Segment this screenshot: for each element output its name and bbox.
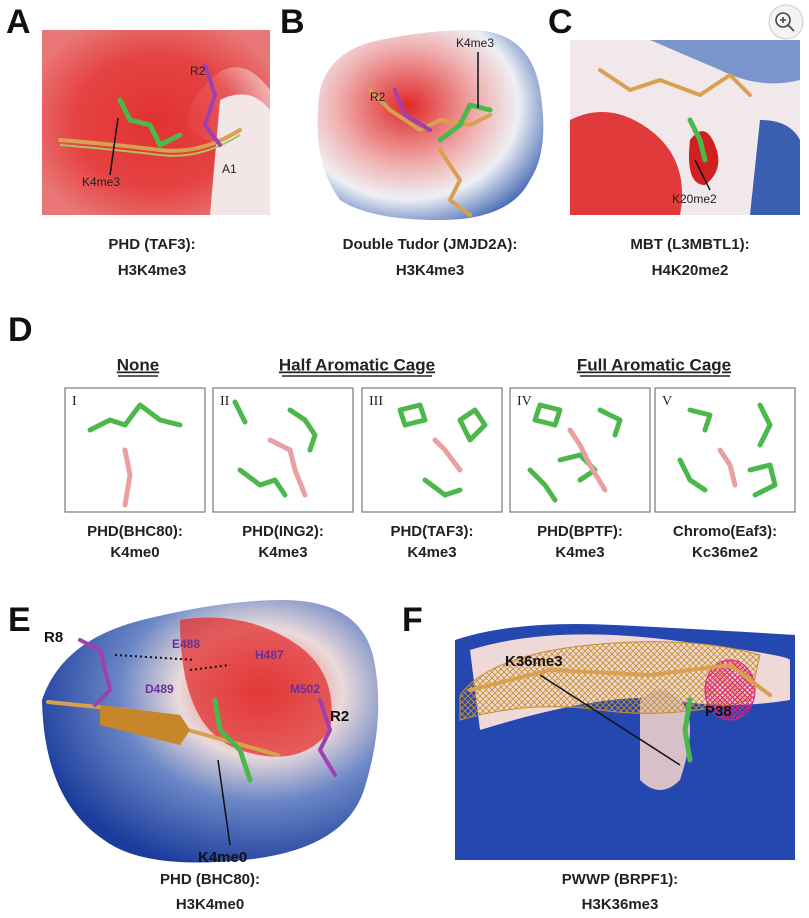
label: K20me2	[672, 192, 717, 206]
box-4	[509, 387, 651, 513]
caption: H3K4me3	[396, 262, 464, 279]
label: H487	[255, 648, 284, 662]
label: K4me3	[456, 36, 494, 50]
box-numeral: III	[369, 394, 383, 409]
caption: PHD(BHC80):	[87, 523, 183, 540]
box-numeral: IV	[517, 394, 532, 409]
arrow	[109, 117, 119, 176]
box-3	[361, 387, 503, 513]
surface-f	[455, 624, 795, 860]
caption: Kc36me2	[692, 544, 758, 561]
panel-letter: E	[8, 601, 31, 639]
surface-e	[42, 600, 379, 863]
surface-c	[570, 40, 800, 215]
caption: PWWP (BRPF1):	[562, 871, 678, 888]
panel-letter: C	[548, 3, 573, 41]
caption: K4me3	[407, 544, 456, 561]
panel-letter: A	[6, 3, 31, 41]
box-numeral: I	[72, 394, 77, 409]
label: K4me3	[82, 175, 120, 189]
caption: PHD(TAF3):	[390, 523, 473, 540]
label: R2	[370, 90, 386, 104]
label: R2	[330, 708, 349, 725]
label: P38	[705, 703, 732, 720]
box-numeral: V	[662, 394, 672, 409]
caption: K4me0	[110, 544, 159, 561]
zoom-button[interactable]	[768, 4, 804, 40]
caption: K4me3	[555, 544, 604, 561]
group-title: Full Aromatic Cage	[577, 355, 731, 374]
box-numeral: II	[220, 394, 230, 409]
caption: PHD (TAF3):	[108, 236, 195, 253]
caption: MBT (L3MBTL1):	[630, 236, 749, 253]
label: K36me3	[505, 653, 563, 670]
caption: PHD(ING2):	[242, 523, 324, 540]
caption: H3K36me3	[582, 896, 659, 913]
label: R8	[44, 629, 63, 646]
caption: Double Tudor (JMJD2A):	[343, 236, 518, 253]
surface-a	[42, 30, 270, 215]
caption: PHD(BPTF):	[537, 523, 623, 540]
panel-letter: B	[280, 3, 305, 41]
panel-letter: F	[402, 601, 423, 639]
caption: H4K20me2	[652, 262, 729, 279]
box-2	[212, 387, 354, 513]
label: K4me0	[198, 849, 247, 866]
caption: H3K4me3	[118, 262, 186, 279]
surface-b	[317, 30, 544, 220]
arrow	[539, 674, 681, 766]
arrow	[694, 159, 711, 191]
caption: H3K4me0	[176, 896, 244, 913]
label: R2	[190, 64, 206, 78]
caption: PHD (BHC80):	[160, 871, 260, 888]
label: M502	[290, 682, 320, 696]
label: A1	[222, 162, 237, 176]
box-5	[654, 387, 796, 513]
group-title: Half Aromatic Cage	[279, 355, 435, 374]
caption: K4me3	[258, 544, 307, 561]
arrow	[217, 759, 231, 846]
caption: Chromo(Eaf3):	[673, 523, 777, 540]
panel-letter: D	[8, 311, 33, 349]
label: D489	[145, 682, 174, 696]
box-1	[64, 387, 206, 513]
group-title: None	[117, 355, 160, 374]
label: E488	[172, 637, 200, 651]
